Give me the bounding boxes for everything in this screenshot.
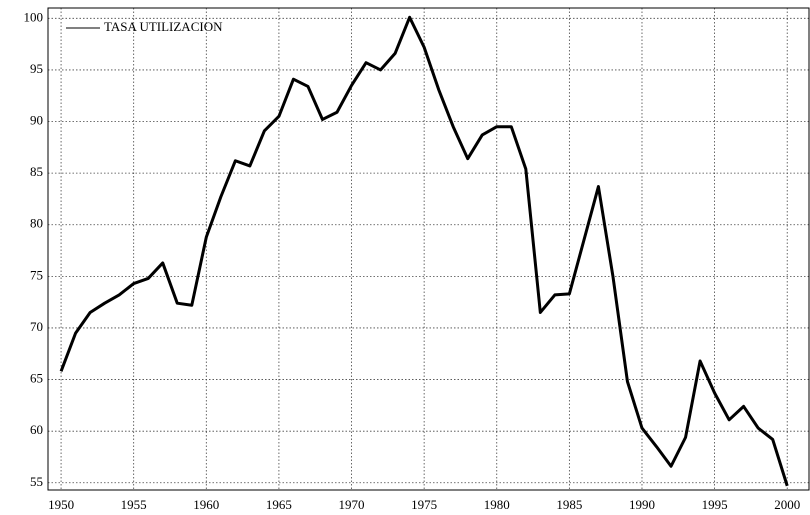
y-tick-label: 85	[30, 164, 43, 179]
data-line	[59, 15, 789, 487]
y-tick-label: 75	[30, 267, 43, 282]
y-tick-label: 90	[30, 113, 43, 128]
legend-label: TASA UTILIZACION	[104, 19, 223, 34]
x-tick-label: 1995	[702, 497, 728, 512]
x-tick-label: 1960	[193, 497, 219, 512]
x-tick-label: 1955	[121, 497, 147, 512]
x-tick-label: 1975	[411, 497, 437, 512]
x-tick-label: 1980	[484, 497, 510, 512]
y-tick-label: 100	[24, 9, 44, 24]
x-tick-label: 1990	[629, 497, 655, 512]
y-tick-label: 60	[30, 422, 43, 437]
x-tick-label: 1970	[339, 497, 365, 512]
x-tick-label: 1985	[556, 497, 582, 512]
x-tick-label: 2000	[774, 497, 800, 512]
plot-frame	[47, 7, 810, 491]
x-tick-label: 1965	[266, 497, 292, 512]
y-tick-label: 95	[30, 61, 43, 76]
x-tick-label: 1950	[48, 497, 74, 512]
y-tick-label: 55	[30, 474, 43, 489]
y-tick-label: 70	[30, 319, 43, 334]
y-tick-label: 80	[30, 216, 43, 231]
y-tick-label: 65	[30, 371, 43, 386]
